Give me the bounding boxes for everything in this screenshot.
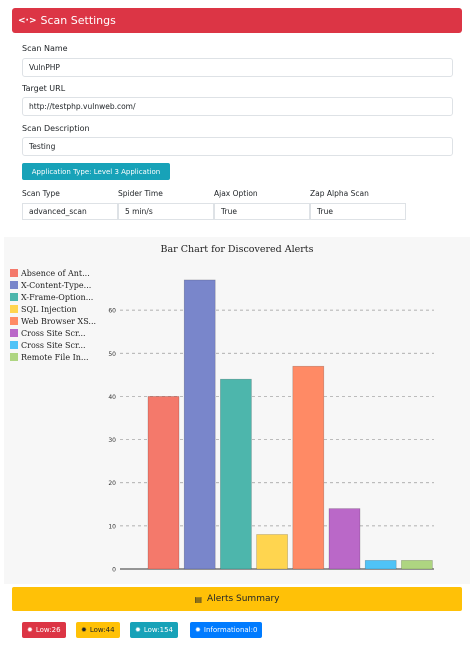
spider-time-header: Spider Time (118, 189, 163, 198)
y-tick-label: 30 (108, 437, 116, 444)
zap-alpha-scan-header: Zap Alpha Scan (310, 189, 369, 198)
legend-label: SQL Injection (21, 304, 77, 314)
y-tick-label: 0 (112, 567, 116, 574)
legend-label: Remote File In... (21, 352, 89, 362)
chart-legend: Absence of Ant... X-Content-Type... X-Fram… (10, 267, 96, 363)
legend-label: Web Browser XS... (21, 316, 97, 326)
scan-type-header: Scan Type (22, 189, 60, 198)
alert-count-badge[interactable]: ✹ Informational:0 (190, 622, 263, 638)
legend-item[interactable]: Remote File In... (10, 351, 96, 363)
legend-swatch (10, 341, 18, 349)
scan-description-field[interactable]: Testing (22, 137, 453, 156)
bug-icon: ✹ (135, 626, 141, 634)
application-type-button[interactable]: Application Type: Level 3 Application (22, 163, 170, 180)
legend-item[interactable]: X-Frame-Option... (10, 291, 96, 303)
legend-label: Cross Site Scr... (21, 328, 86, 338)
alerts-chart-panel: Bar Chart for Discovered Alerts Absence … (4, 237, 470, 584)
target-url-field[interactable]: http://testphp.vulnweb.com/ (22, 97, 453, 116)
legend-item[interactable]: Absence of Ant... (10, 267, 96, 279)
legend-swatch (10, 305, 18, 313)
legend-label: Absence of Ant... (21, 268, 90, 278)
zap-alpha-scan-value: True (310, 203, 406, 220)
legend-label: Cross Site Scr... (21, 340, 86, 350)
y-tick-label: 40 (108, 394, 116, 401)
bug-icon: ✹ (81, 626, 87, 634)
legend-item[interactable]: SQL Injection (10, 303, 96, 315)
legend-item[interactable]: Cross Site Scr... (10, 339, 96, 351)
legend-swatch (10, 353, 18, 361)
alert-count-badge[interactable]: ✹ Low:154 (130, 622, 178, 638)
code-icon: <·> (18, 15, 37, 26)
legend-item[interactable]: Web Browser XS... (10, 315, 96, 327)
bar (220, 378, 252, 570)
legend-label: X-Frame-Option... (21, 292, 94, 302)
legend-swatch (10, 281, 18, 289)
y-tick-label: 20 (108, 480, 116, 487)
alert-count-badge[interactable]: ✹ Low:44 (76, 622, 120, 638)
legend-swatch (10, 293, 18, 301)
scan-settings-title: Scan Settings (40, 14, 116, 27)
bug-icon: ✹ (195, 626, 201, 634)
scan-settings-header: <·> Scan Settings (12, 8, 462, 33)
alerts-summary-title: Alerts Summary (207, 594, 280, 604)
scan-description-label: Scan Description (22, 124, 90, 133)
badge-label: Low:26 (35, 626, 61, 634)
bar (364, 560, 397, 570)
badge-label: Low:154 (143, 626, 173, 634)
legend-item[interactable]: X-Content-Type... (10, 279, 96, 291)
scan-name-label: Scan Name (22, 44, 68, 53)
alerts-summary-bar[interactable]: ▤ Alerts Summary (12, 587, 462, 611)
bar (292, 365, 325, 570)
target-url-label: Target URL (22, 84, 66, 93)
legend-swatch (10, 317, 18, 325)
y-tick-label: 10 (108, 523, 116, 530)
legend-label: X-Content-Type... (21, 280, 92, 290)
bar (256, 534, 288, 570)
scan-name-field[interactable]: VulnPHP (22, 58, 453, 77)
bar (183, 279, 216, 570)
scan-type-value: advanced_scan (22, 203, 118, 220)
bar (328, 508, 361, 570)
bar (401, 560, 433, 570)
spider-time-value: 5 min/s (118, 203, 214, 220)
badge-label: Low:44 (89, 626, 115, 634)
alert-count-badge[interactable]: ✹ Low:26 (22, 622, 66, 638)
bar (147, 396, 180, 570)
chart-title: Bar Chart for Discovered Alerts (160, 244, 314, 255)
badge-label: Informational:0 (203, 626, 258, 634)
legend-item[interactable]: Cross Site Scr... (10, 327, 96, 339)
y-tick-label: 50 (108, 351, 116, 358)
legend-swatch (10, 329, 18, 337)
ajax-option-header: Ajax Option (214, 189, 258, 198)
y-tick-label: 60 (108, 308, 116, 315)
bug-icon: ✹ (27, 626, 33, 634)
bar-chart: 0 10 20 30 40 50 60 (108, 279, 434, 574)
ajax-option-value: True (214, 203, 310, 220)
legend-swatch (10, 269, 18, 277)
document-icon: ▤ (194, 594, 203, 604)
